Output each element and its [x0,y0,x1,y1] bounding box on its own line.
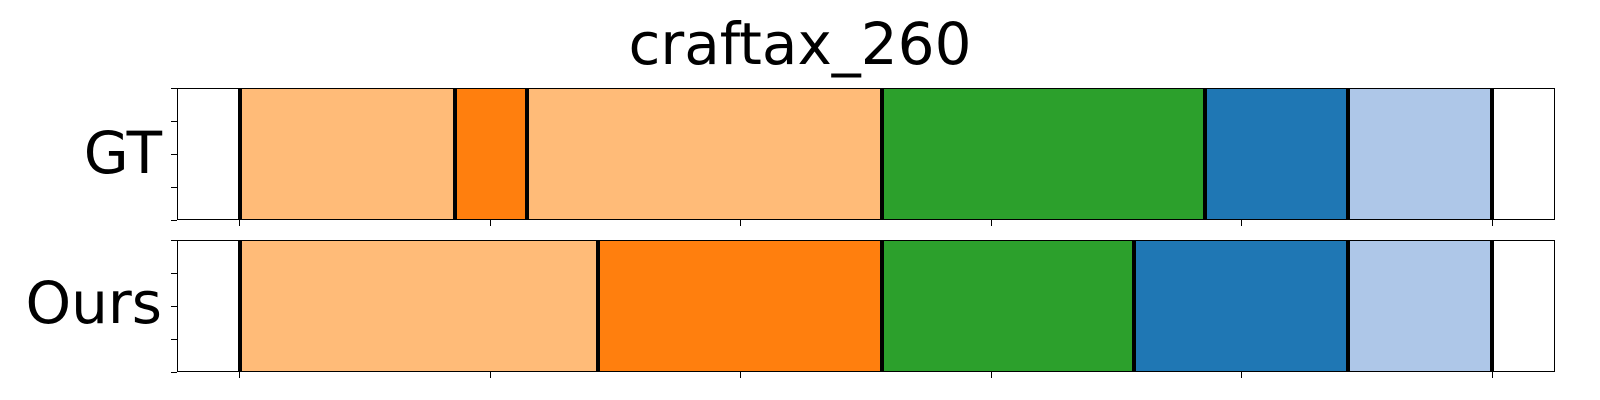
segment-gt-2 [455,88,527,220]
row-label-gt: GT [83,119,162,187]
boundary-ours-2 [595,240,600,372]
xtick-gt-4 [990,220,992,226]
boundary-gt-4 [880,88,885,220]
row-label-ours: Ours [25,269,162,337]
ytick-gt-3 [171,153,177,155]
chart-title: craftax_260 [628,10,972,78]
xtick-ours-3 [740,372,742,378]
ytick-ours-1 [171,239,177,241]
ytick-gt-4 [171,186,177,188]
xtick-ours-6 [1491,372,1493,378]
boundary-gt-3 [524,88,529,220]
segment-ours-5 [1348,240,1493,372]
ytick-ours-2 [171,272,177,274]
segment-gt-3 [526,88,883,220]
segment-gt-1 [239,88,456,220]
boundary-gt-1 [237,88,242,220]
boundary-ours-4 [1132,240,1137,372]
boundary-ours-1 [237,240,242,372]
segment-ours-4 [1134,240,1349,372]
xtick-gt-5 [1241,220,1243,226]
segment-gt-4 [882,88,1206,220]
xtick-ours-5 [1241,372,1243,378]
ytick-ours-4 [171,338,177,340]
segment-ours-1 [239,240,598,372]
boundary-gt-5 [1203,88,1208,220]
ytick-gt-2 [171,120,177,122]
segment-ours-3 [882,240,1135,372]
segment-gt-5 [1205,88,1349,220]
xtick-gt-1 [239,220,241,226]
boundary-gt-6 [1346,88,1351,220]
boundary-ours-5 [1346,240,1351,372]
boundary-ours-6 [1490,240,1495,372]
xtick-ours-2 [489,372,491,378]
xtick-ours-1 [239,372,241,378]
ytick-ours-5 [171,371,177,373]
xtick-ours-4 [990,372,992,378]
segment-ours-2 [597,240,883,372]
xtick-gt-6 [1491,220,1493,226]
segment-gt-6 [1348,88,1493,220]
xtick-gt-3 [740,220,742,226]
ytick-ours-3 [171,305,177,307]
boundary-gt-2 [453,88,458,220]
ytick-gt-1 [171,87,177,89]
boundary-ours-3 [880,240,885,372]
boundary-gt-7 [1490,88,1495,220]
xtick-gt-2 [489,220,491,226]
ytick-gt-5 [171,219,177,221]
